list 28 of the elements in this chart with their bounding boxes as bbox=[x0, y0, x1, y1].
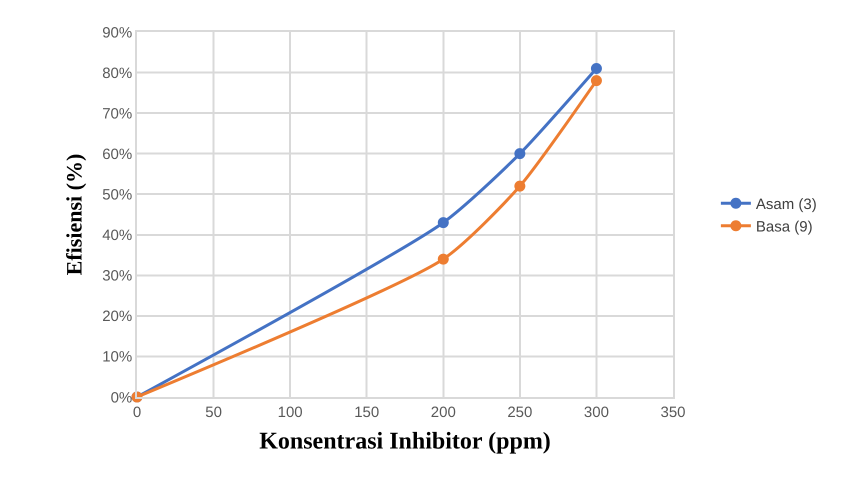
x-tick-label: 350 bbox=[660, 404, 686, 421]
point bbox=[590, 63, 602, 74]
point bbox=[438, 217, 449, 228]
point bbox=[438, 254, 449, 265]
y-tick-label: 70% bbox=[102, 105, 132, 122]
y-tick-label: 40% bbox=[102, 227, 132, 244]
y-tick-label: 10% bbox=[102, 348, 132, 366]
y-tick-label: 80% bbox=[102, 64, 132, 82]
y-tick-label: 60% bbox=[102, 146, 132, 163]
y-tick-label: 50% bbox=[102, 186, 132, 204]
x-tick-label: 50 bbox=[205, 404, 222, 421]
y-tick-label: 20% bbox=[102, 308, 132, 326]
point bbox=[514, 180, 526, 192]
y-tick-label: 0% bbox=[110, 389, 132, 406]
x-axis-title: Konsentrasi Inhibitor (ppm) bbox=[259, 428, 551, 455]
x-tick-label: 200 bbox=[430, 404, 456, 421]
x-tick-label: 150 bbox=[354, 404, 380, 421]
point bbox=[590, 75, 602, 86]
y-axis-title: Efisiensi (%) bbox=[62, 154, 87, 276]
x-tick-label: 300 bbox=[584, 404, 609, 421]
x-tick-label: 250 bbox=[507, 404, 532, 421]
x-tick-label: 0 bbox=[132, 404, 142, 421]
legend-label: Asam (3) bbox=[756, 196, 817, 214]
legend-label: Basa (9) bbox=[756, 218, 813, 236]
y-tick-label: 90% bbox=[102, 24, 132, 42]
x-tick-label: 100 bbox=[278, 404, 303, 421]
point bbox=[514, 148, 526, 160]
y-tick-label: 30% bbox=[102, 268, 132, 285]
